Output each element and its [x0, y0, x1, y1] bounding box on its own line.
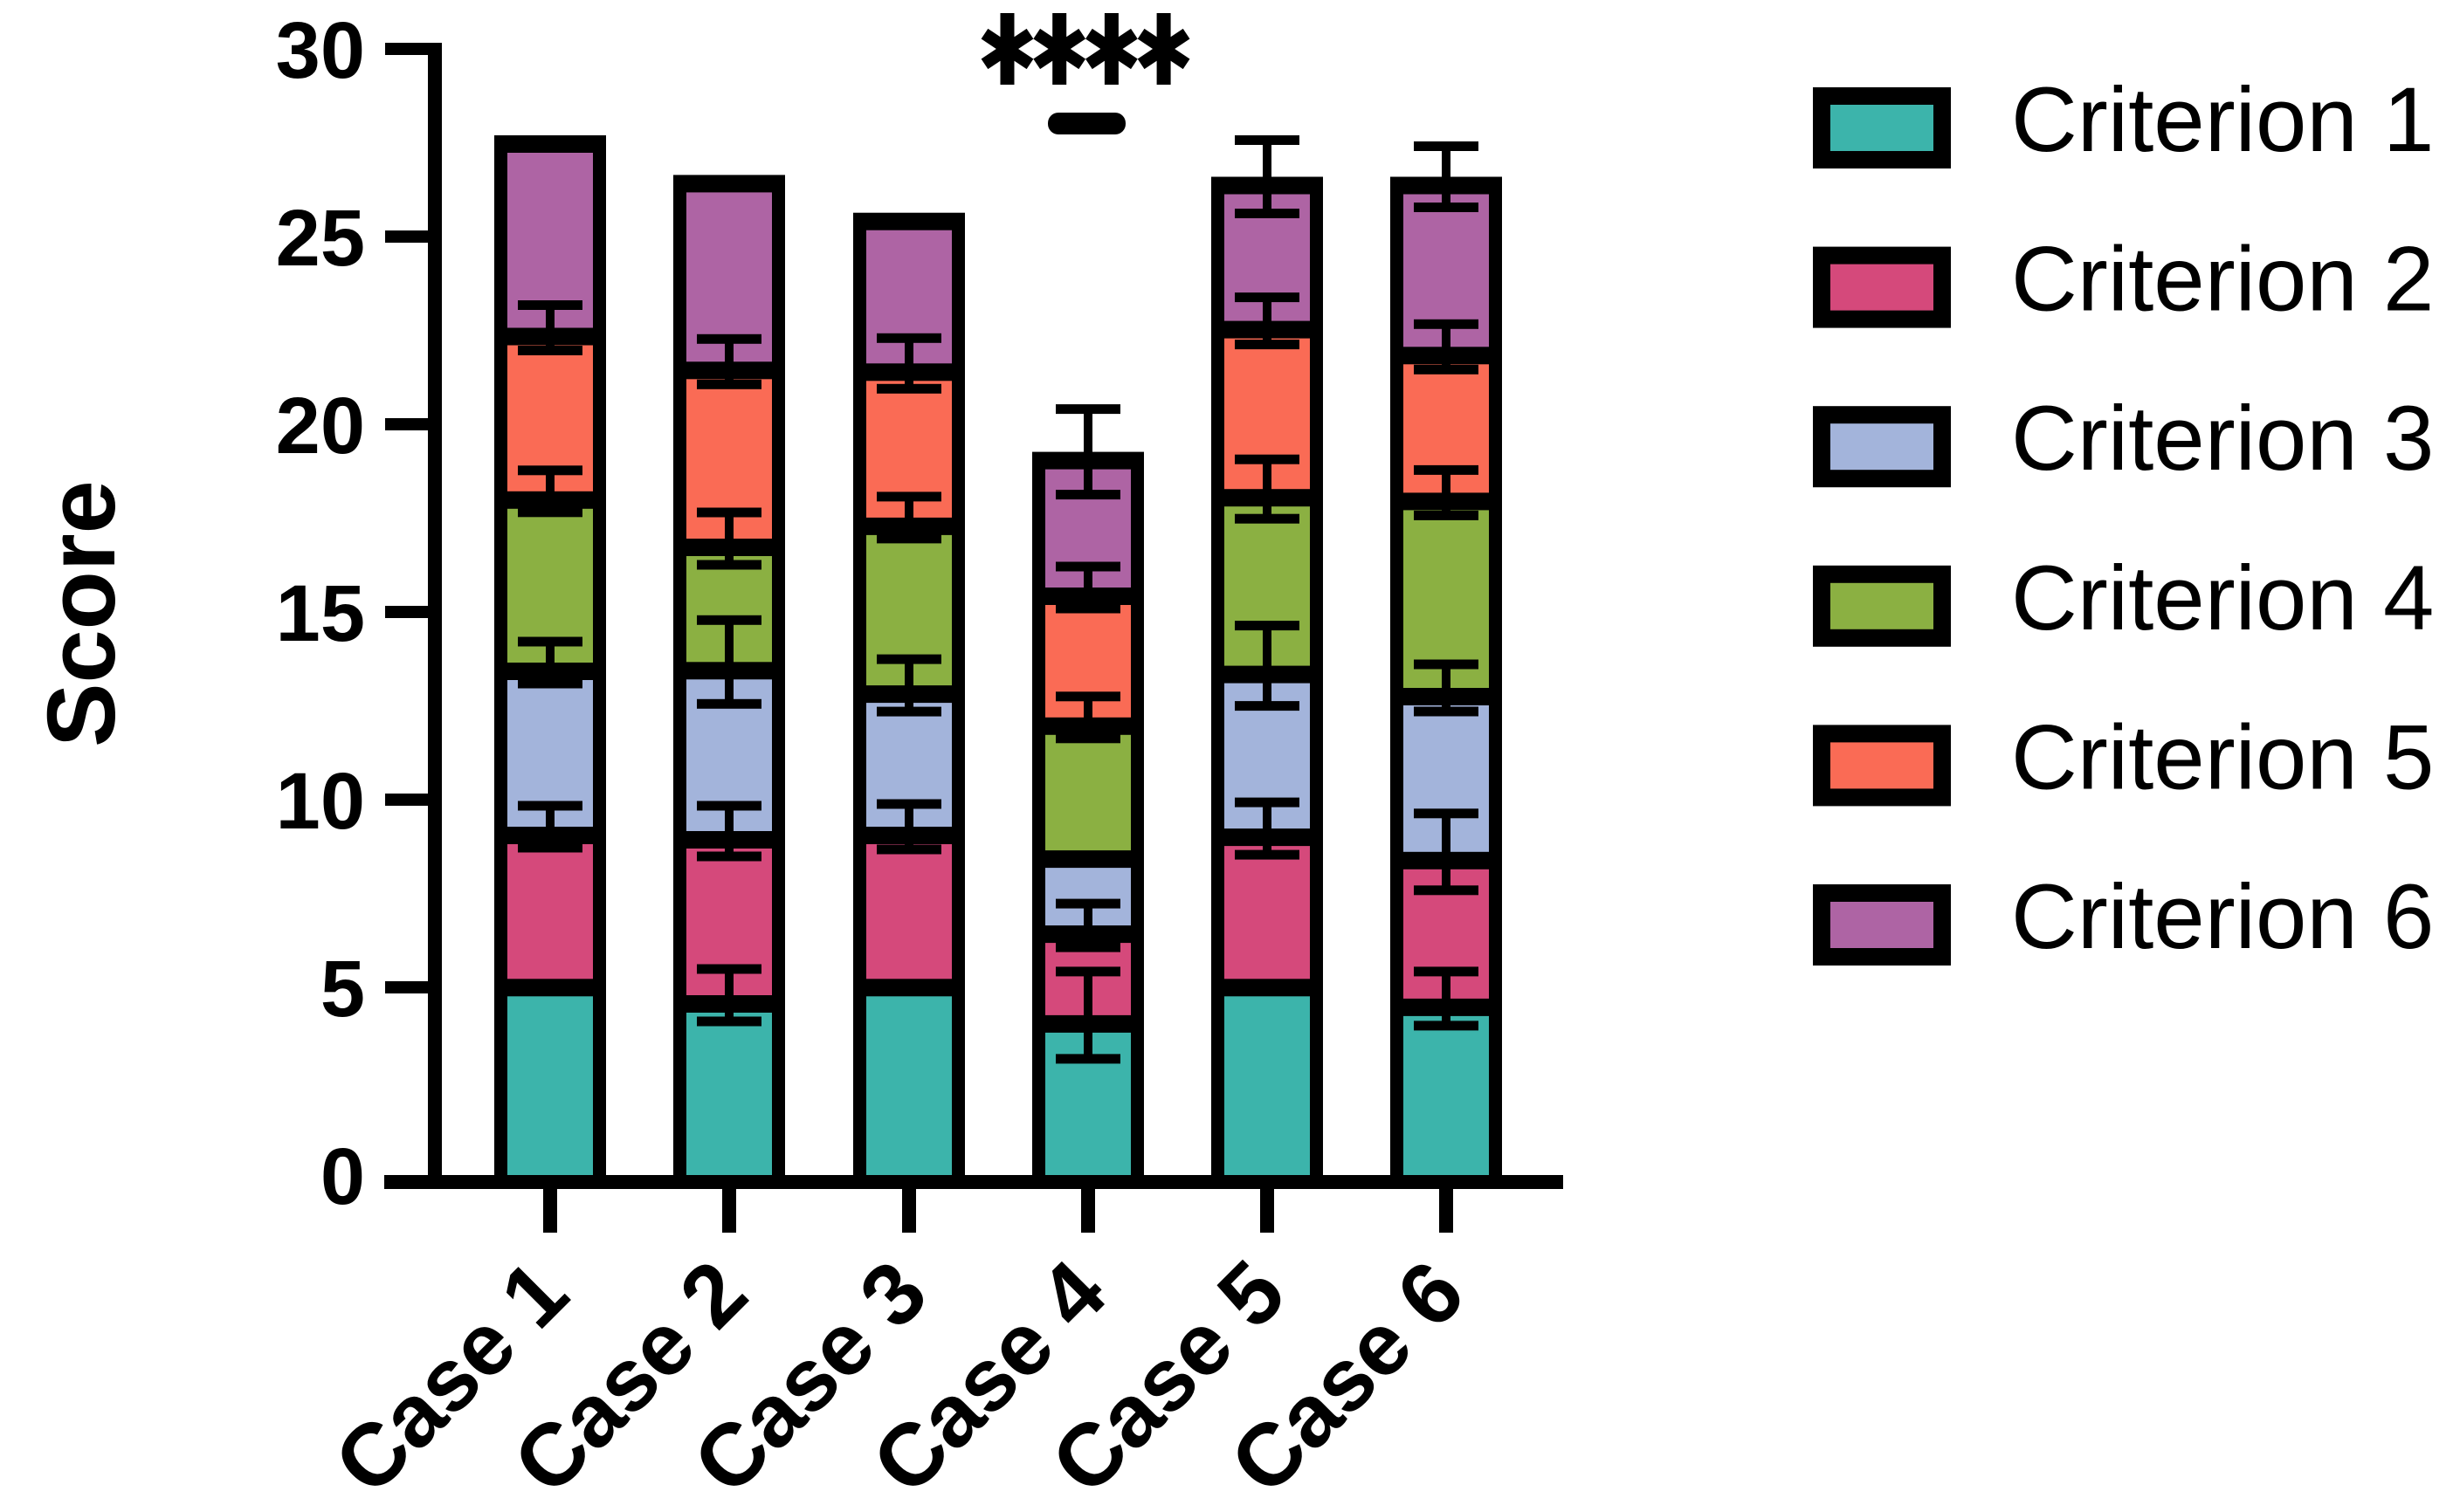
svg-text:Criterion 6: Criterion 6 [2011, 866, 2434, 968]
svg-text:0: 0 [320, 1132, 365, 1221]
svg-text:Criterion 3: Criterion 3 [2011, 388, 2434, 490]
svg-text:10: 10 [276, 757, 365, 846]
svg-text:Criterion 4: Criterion 4 [2011, 547, 2434, 649]
svg-text:Criterion 1: Criterion 1 [2011, 69, 2434, 171]
svg-text:Criterion 5: Criterion 5 [2011, 706, 2434, 808]
svg-text:15: 15 [276, 569, 365, 658]
svg-text:5: 5 [320, 945, 365, 1034]
svg-text:25: 25 [276, 194, 365, 283]
svg-text:20: 20 [276, 381, 365, 471]
svg-text:Score: Score [28, 480, 135, 747]
svg-text:30: 30 [276, 6, 365, 95]
svg-text:Criterion 2: Criterion 2 [2011, 229, 2434, 331]
